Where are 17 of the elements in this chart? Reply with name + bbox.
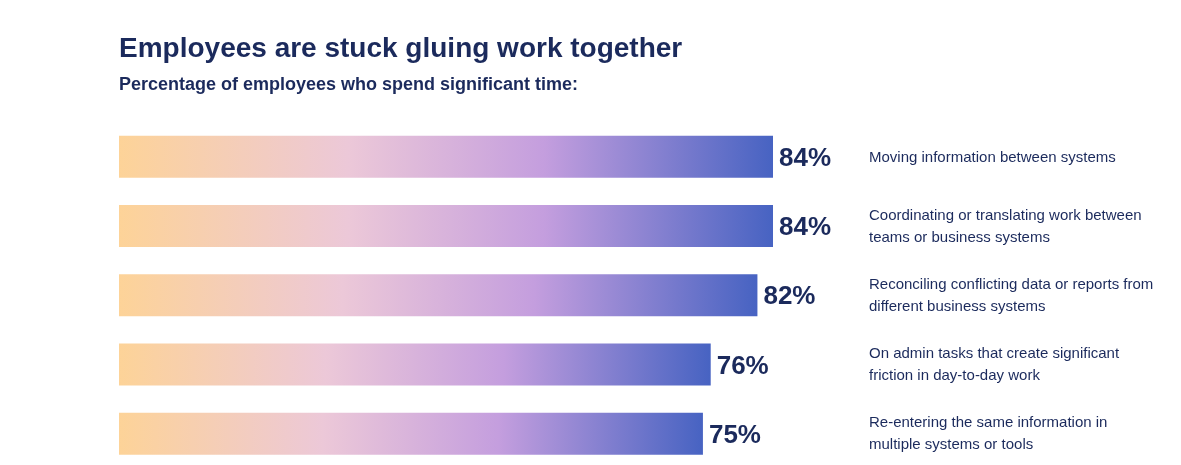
bar	[119, 412, 703, 455]
data-label: 84%	[779, 211, 832, 242]
bar	[119, 205, 773, 248]
bar	[119, 343, 711, 386]
data-label: 76%	[716, 349, 769, 380]
data-label: 84%	[779, 142, 832, 173]
y-tick-label: On admin tasks that create significant friction in day-to-day work	[869, 343, 1121, 386]
y-tick-label: Moving information between systems	[869, 146, 1117, 167]
chart-title: Employees are stuck gluing work together	[119, 32, 683, 64]
chart-subtitle: Percentage of employees who spend significant time:	[119, 74, 579, 95]
y-tick-label: Coordinating or translating work between teams or business systems	[869, 204, 1143, 247]
data-label: 75%	[708, 418, 761, 449]
bar	[119, 135, 773, 178]
data-label: 82%	[763, 280, 816, 311]
y-tick-label: Reconciling conflicting data or reports from different business systems	[869, 274, 1154, 316]
bar	[119, 274, 758, 317]
y-tick-label: Re-entering the same information in multiple systems or tools	[869, 412, 1109, 455]
